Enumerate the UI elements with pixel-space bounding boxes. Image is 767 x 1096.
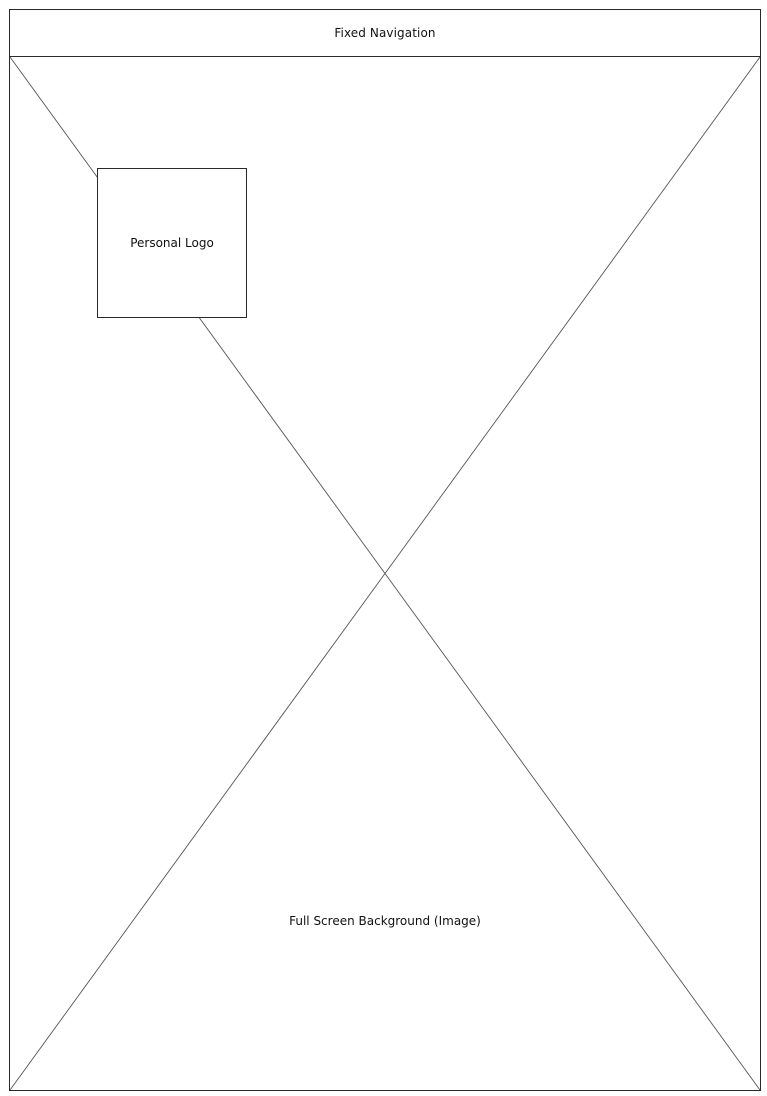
wireframe-frame: Fixed Navigation Personal Logo Full Scre… xyxy=(9,9,761,1091)
cross-line-ascending xyxy=(10,57,760,1090)
fixed-navigation[interactable]: Fixed Navigation xyxy=(10,10,760,57)
full-screen-background: Personal Logo Full Screen Background (Im… xyxy=(10,57,760,1090)
personal-logo[interactable]: Personal Logo xyxy=(97,168,247,318)
background-label: Full Screen Background (Image) xyxy=(289,914,481,928)
logo-label: Personal Logo xyxy=(130,236,214,250)
navigation-label: Fixed Navigation xyxy=(334,26,436,40)
